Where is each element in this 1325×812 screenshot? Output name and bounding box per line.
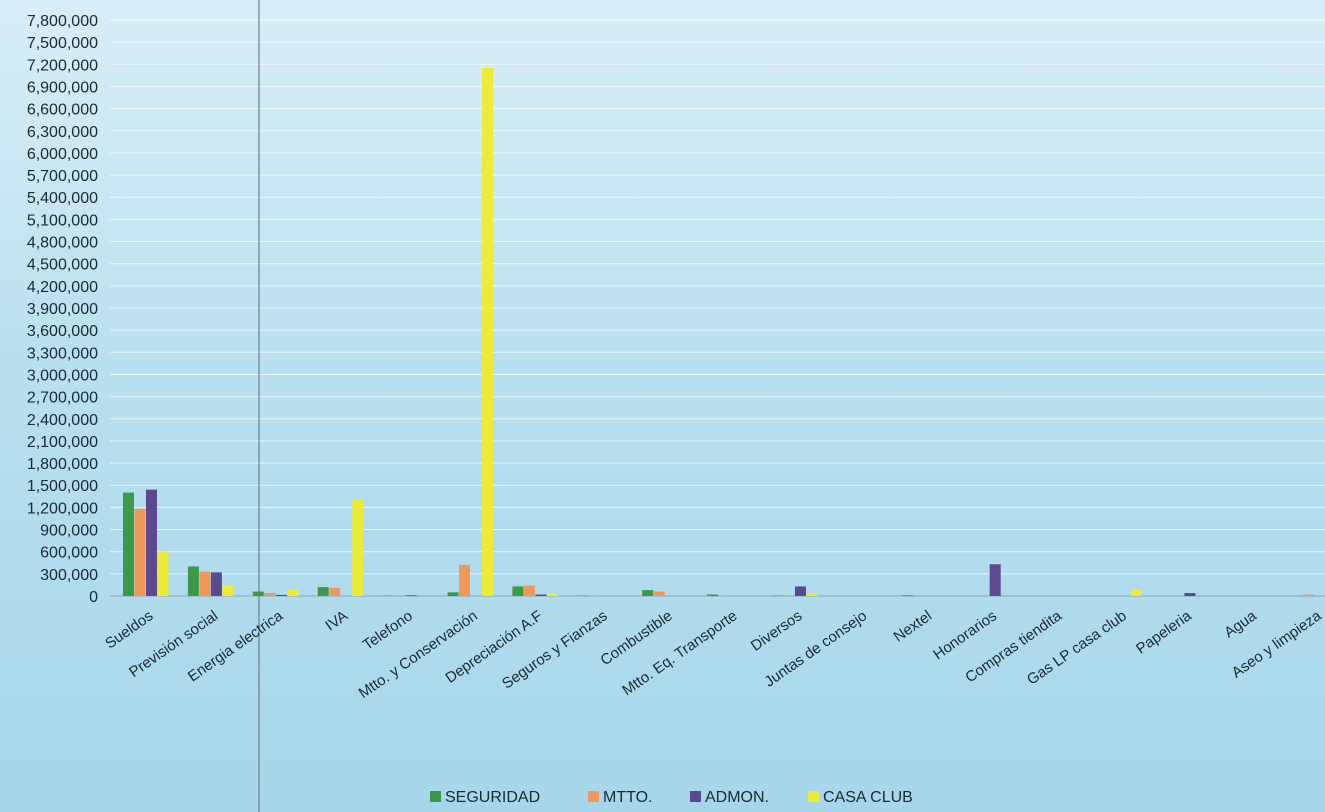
x-tick-label: Sueldos xyxy=(102,607,156,652)
y-tick-label: 1,500,000 xyxy=(27,478,98,495)
bar xyxy=(795,586,806,596)
bar xyxy=(146,489,157,596)
y-tick-label: 4,200,000 xyxy=(27,279,98,296)
bar xyxy=(1184,593,1196,596)
bar xyxy=(653,591,665,596)
y-tick-label: 900,000 xyxy=(40,523,98,540)
x-tick-label: Mtto. y Conservación xyxy=(356,607,481,702)
bar xyxy=(252,591,264,596)
y-tick-label: 2,100,000 xyxy=(27,434,98,451)
bar xyxy=(134,508,146,596)
legend-swatch xyxy=(690,791,701,802)
y-tick-label: 5,400,000 xyxy=(27,190,98,207)
grid-lines xyxy=(110,19,1325,597)
y-tick-label: 3,300,000 xyxy=(27,345,98,362)
bar xyxy=(210,572,222,596)
legend-label: CASA CLUB xyxy=(823,789,913,806)
bar xyxy=(482,68,493,596)
y-tick-label: 6,000,000 xyxy=(27,146,98,163)
y-axis: 0 300,000 600,000 900,000 1,200,000 1,500,000… xyxy=(27,13,98,606)
x-tick-label: Seguros y Fianzas xyxy=(499,607,611,692)
bar xyxy=(783,595,795,596)
y-tick-label: 6,900,000 xyxy=(27,79,98,96)
bar xyxy=(317,587,329,596)
bar xyxy=(447,592,459,596)
y-tick-label: 2,700,000 xyxy=(27,390,98,407)
bar xyxy=(707,594,719,596)
legend-label: ADMON. xyxy=(705,789,769,806)
bar xyxy=(187,566,199,596)
bar xyxy=(264,593,276,596)
y-tick-label: 3,000,000 xyxy=(27,367,98,384)
y-tick-label: 1,800,000 xyxy=(27,456,98,473)
bar xyxy=(642,590,654,596)
bar xyxy=(123,492,134,596)
bar xyxy=(901,595,913,596)
bar xyxy=(546,593,558,596)
bar xyxy=(405,595,417,596)
bar xyxy=(287,589,299,596)
x-tick-label: IVA xyxy=(322,607,351,634)
y-tick-label: 3,900,000 xyxy=(27,301,98,318)
y-tick-label: 7,200,000 xyxy=(27,57,98,74)
y-tick-label: 6,300,000 xyxy=(27,124,98,141)
legend-swatch xyxy=(808,791,819,802)
x-tick-label: Mtto. Eq. Transporte xyxy=(619,607,740,699)
bar xyxy=(459,564,470,596)
x-tick-label: Papeleria xyxy=(1133,607,1195,658)
y-tick-label: 5,100,000 xyxy=(27,212,98,229)
bar-series xyxy=(123,68,1314,596)
x-tick-label: Diversos xyxy=(748,607,806,654)
bar xyxy=(157,551,169,596)
y-tick-label: 4,800,000 xyxy=(27,235,98,252)
y-tick-label: 1,200,000 xyxy=(27,500,98,517)
legend: SEGURIDAD MTTO. ADMON. CASA CLUB xyxy=(430,789,913,806)
y-tick-label: 2,400,000 xyxy=(27,412,98,429)
x-tick-label: Agua xyxy=(1221,607,1260,641)
bar xyxy=(1131,589,1142,596)
bar xyxy=(275,594,287,596)
y-tick-label: 7,500,000 xyxy=(27,35,98,52)
legend-label: SEGURIDAD xyxy=(445,789,540,806)
x-tick-label: Telefono xyxy=(360,607,416,653)
bar xyxy=(352,500,364,596)
bar xyxy=(989,564,1001,596)
legend-swatch xyxy=(588,791,599,802)
bar xyxy=(535,594,547,596)
bar xyxy=(329,587,341,596)
legend-label: MTTO. xyxy=(603,789,652,806)
x-tick-label: Nextel xyxy=(891,607,936,645)
y-tick-label: 7,800,000 xyxy=(27,13,98,30)
y-tick-label: 3,600,000 xyxy=(27,323,98,340)
y-tick-label: 6,600,000 xyxy=(27,102,98,119)
y-tick-label: 300,000 xyxy=(40,567,98,584)
bar xyxy=(222,584,234,596)
bar xyxy=(1302,594,1314,596)
bar xyxy=(199,571,211,596)
y-tick-label: 5,700,000 xyxy=(27,168,98,185)
bar xyxy=(806,593,818,596)
bar xyxy=(512,586,524,596)
bar xyxy=(523,585,535,596)
y-tick-label: 4,500,000 xyxy=(27,257,98,274)
y-tick-label: 0 xyxy=(89,589,98,606)
y-tick-label: 600,000 xyxy=(40,545,98,562)
legend-swatch xyxy=(430,791,441,802)
